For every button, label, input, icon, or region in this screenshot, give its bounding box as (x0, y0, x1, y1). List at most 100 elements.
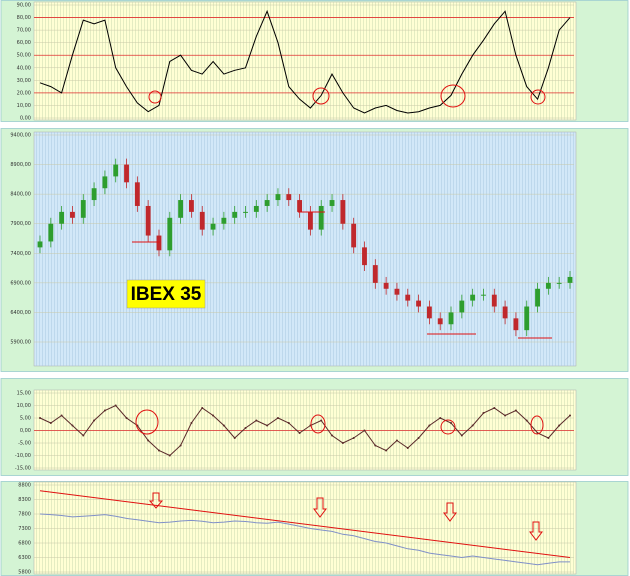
point (493, 407, 496, 409)
y-tick-label: 7400,00 (10, 251, 31, 257)
circle (440, 419, 456, 435)
point (395, 439, 398, 442)
y-tick-label: 90,00 (17, 3, 31, 9)
plots: 0,00 10,00 20,00 30,00 40,00 50,00 60,00 70,00 8… (10, 3, 574, 576)
point (385, 449, 388, 452)
y-tick-label: -15,00 (15, 466, 31, 472)
annotation: IBEX 35 (131, 284, 202, 305)
y-tick-label: 10,00 (17, 103, 31, 109)
y-tick-label: 8900,00 (10, 162, 31, 168)
candle-body (178, 200, 184, 218)
arrow (148, 492, 164, 509)
candle-body (253, 205, 259, 212)
candle-body (459, 300, 465, 313)
circle (310, 414, 326, 434)
circle (312, 87, 330, 105)
y-tick-label: 7900,00 (10, 221, 31, 227)
point (201, 407, 204, 409)
y-tick-label: 5,00 (20, 416, 31, 422)
candle-body (394, 288, 400, 295)
line (39, 513, 570, 566)
y-tick-label: -10,00 (15, 453, 31, 459)
y-tick-label: 5800 (18, 570, 31, 576)
candle-body (556, 282, 562, 284)
candle-body (188, 200, 194, 212)
point (49, 422, 52, 424)
y-tick-label: 7300 (18, 526, 31, 532)
candle-body (524, 306, 530, 331)
y-tick-label: 6300 (18, 555, 31, 561)
candle-body (145, 205, 151, 236)
point (428, 424, 431, 427)
y-tick-label: 70,00 (17, 28, 31, 34)
candle-body (167, 217, 173, 251)
circle (530, 89, 546, 105)
candle-body (502, 306, 508, 319)
point (547, 437, 550, 439)
candle-body (59, 211, 65, 224)
y-tick-label: -5,00 (18, 441, 31, 447)
y-tick-label: 7800 (18, 512, 31, 518)
line (39, 9, 571, 114)
arrow (443, 502, 457, 522)
point (125, 417, 128, 419)
candle-body (232, 211, 238, 218)
point (244, 427, 247, 429)
point (406, 447, 409, 449)
candle-body (491, 294, 497, 307)
y-tick-label: 8300 (18, 497, 31, 503)
circle (440, 84, 466, 108)
candle-body (567, 276, 573, 283)
candle-body (243, 211, 248, 213)
point (168, 454, 171, 457)
y-tick-label: 9400,00 (10, 133, 31, 139)
candle-body (351, 223, 357, 248)
point (341, 442, 344, 444)
candle-body (80, 200, 86, 218)
plot-grid (34, 482, 576, 574)
line (39, 404, 571, 457)
point (60, 414, 63, 417)
point (298, 432, 301, 434)
point (276, 417, 279, 419)
point (39, 417, 41, 419)
point (514, 409, 517, 412)
point (212, 414, 215, 417)
circle (148, 90, 162, 104)
point (439, 417, 442, 419)
candle-body (383, 282, 389, 289)
candle-body (156, 235, 162, 251)
point (93, 419, 96, 422)
point (482, 412, 485, 414)
point (233, 437, 236, 439)
point (450, 422, 453, 424)
y-tick-label: 15,00 (17, 391, 31, 397)
candle-body (416, 300, 422, 307)
point (558, 424, 561, 427)
y-tick-label: 20,00 (17, 90, 31, 96)
y-tick-label: 6900,00 (10, 280, 31, 286)
candle-body (70, 211, 75, 218)
candle-body (124, 164, 129, 183)
y-tick-label: 50,00 (17, 53, 31, 59)
point (190, 422, 193, 424)
arrow (529, 521, 543, 541)
point (525, 419, 528, 422)
y-tick-label: 8400,00 (10, 192, 31, 198)
plot-grid (34, 2, 576, 120)
circle (135, 409, 159, 435)
point (352, 437, 355, 439)
candle-body (134, 182, 140, 206)
point (320, 419, 323, 422)
candle-body (340, 200, 346, 224)
point (331, 434, 334, 437)
arrow (313, 497, 327, 518)
point (287, 422, 290, 424)
plot-grid (34, 390, 576, 470)
candle-body (37, 241, 43, 248)
y-tick-label: 40,00 (17, 65, 31, 71)
y-tick-label: 0,00 (20, 428, 31, 434)
point (504, 414, 507, 417)
point (363, 429, 366, 432)
candle-body (437, 318, 443, 325)
